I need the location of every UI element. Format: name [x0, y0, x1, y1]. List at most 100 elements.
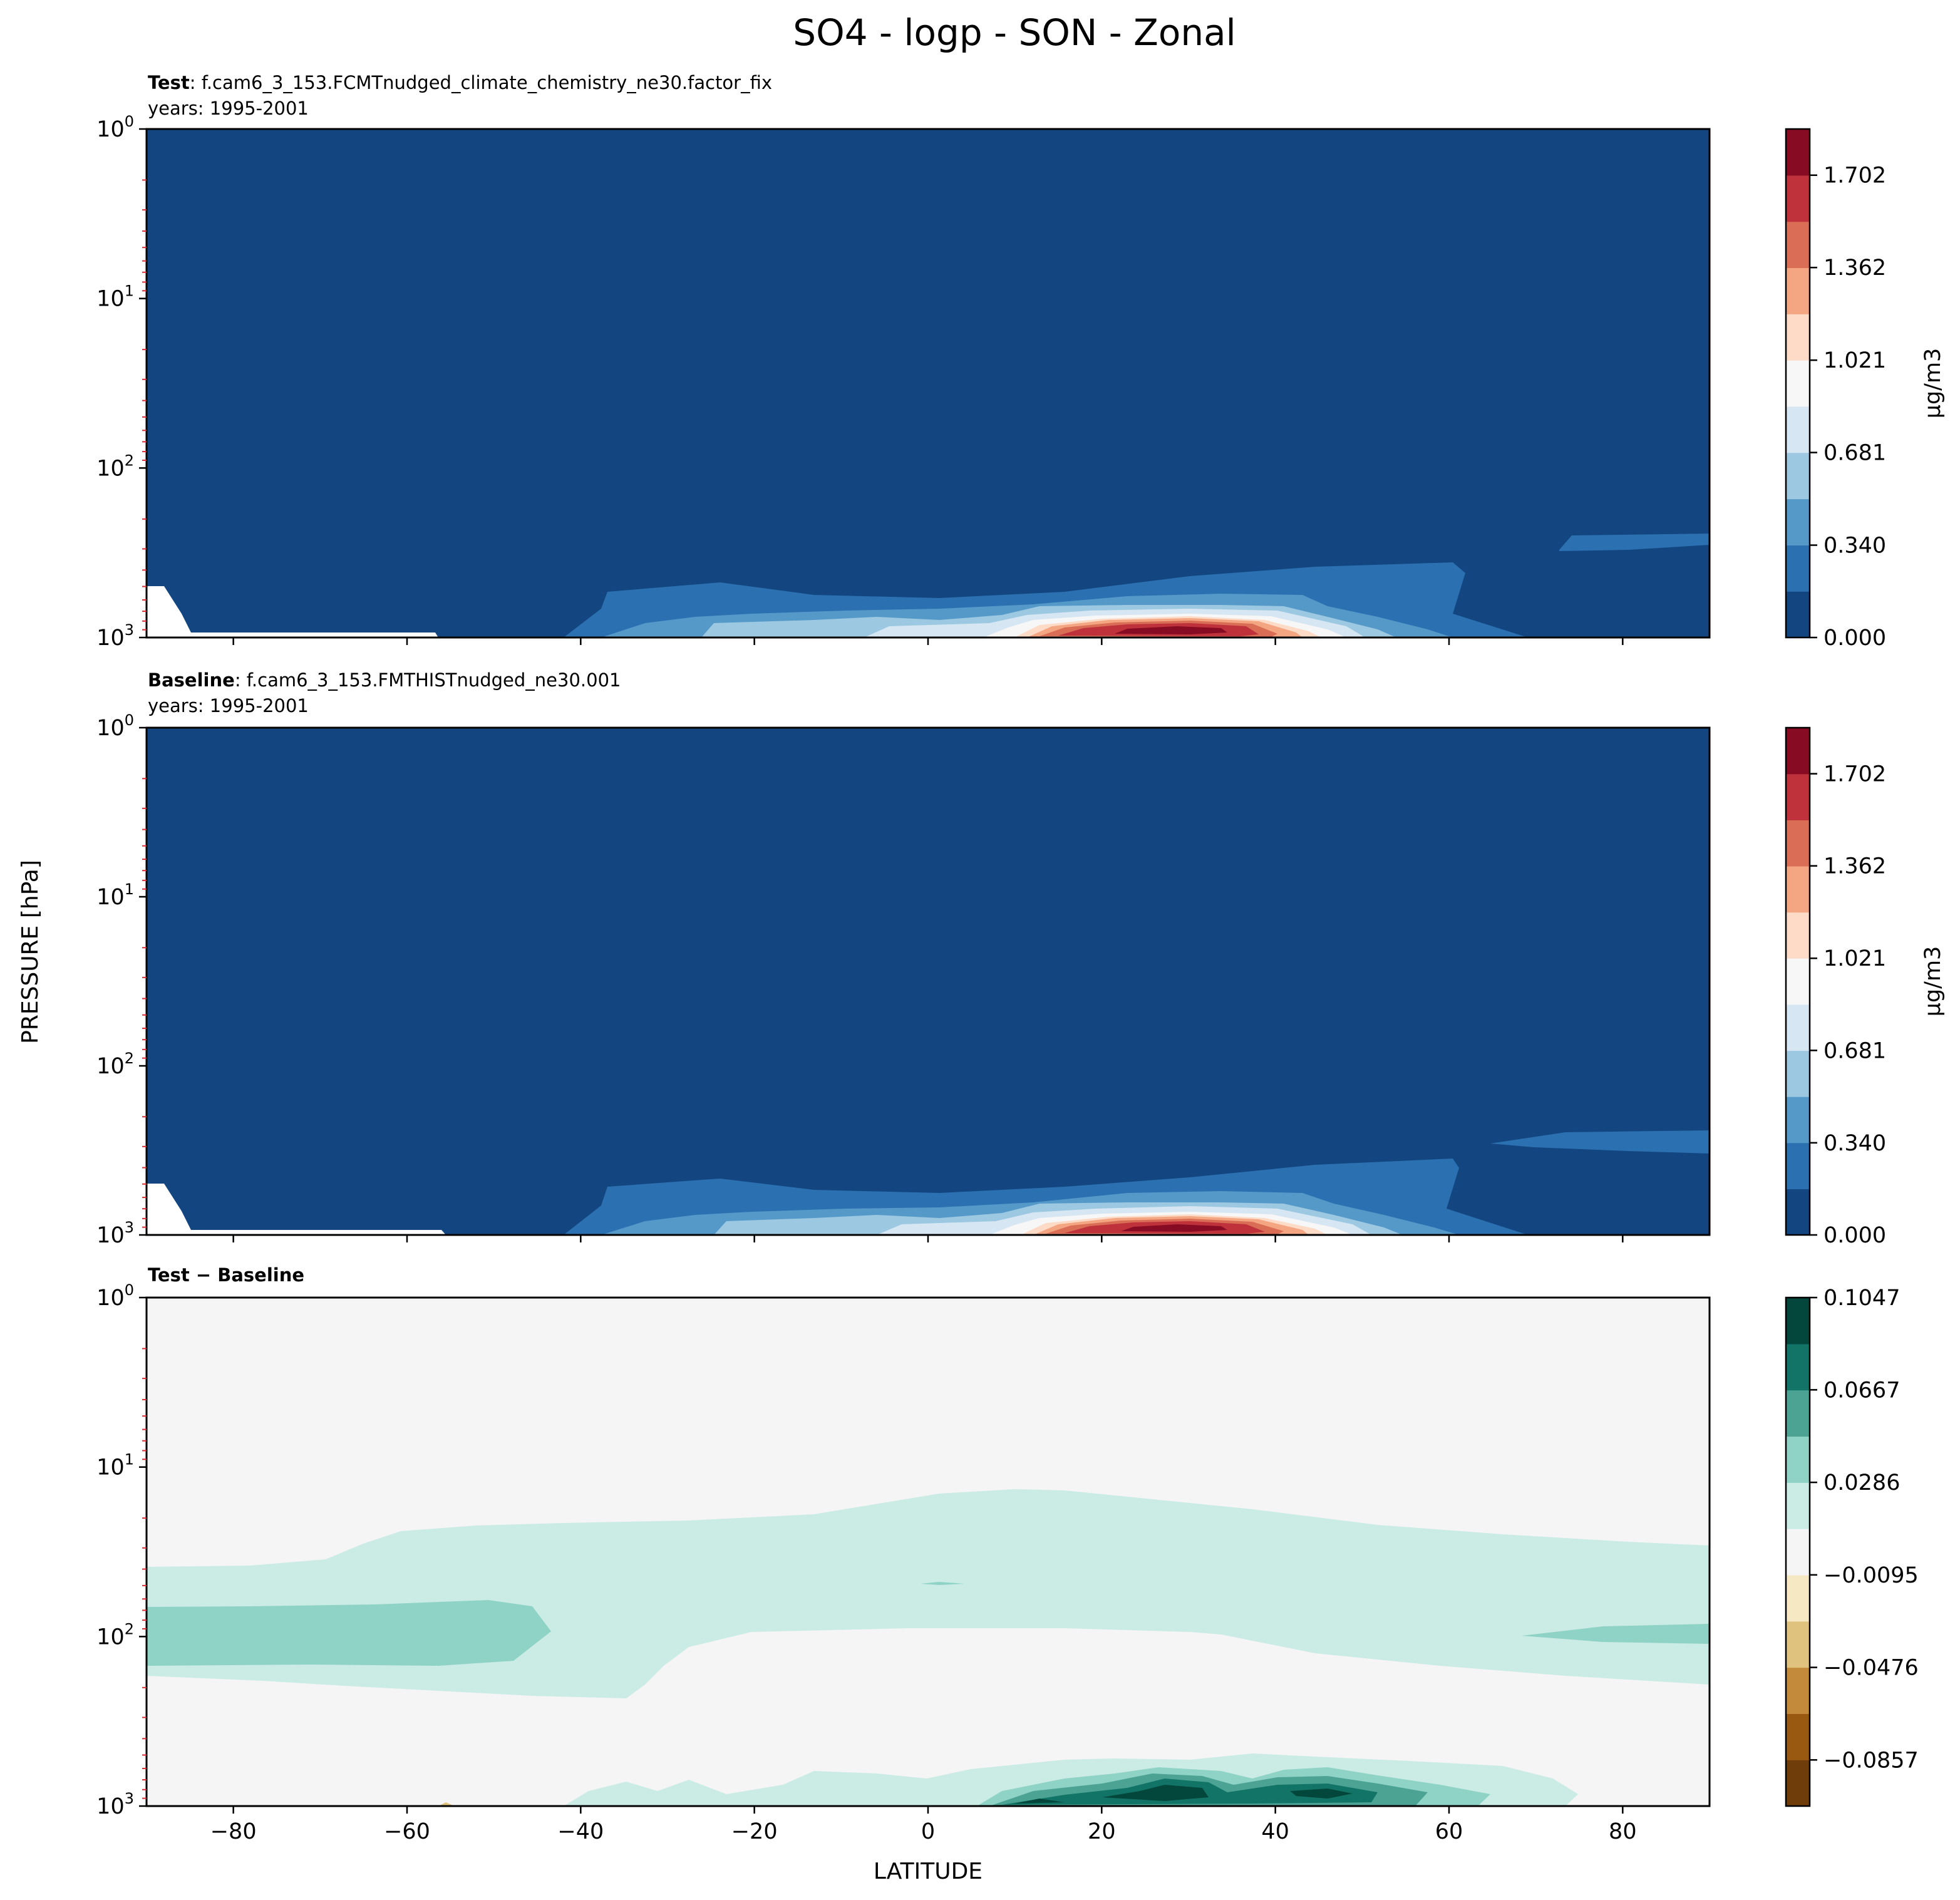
colorbar-segment — [1786, 452, 1810, 500]
colorbar-segment — [1786, 1667, 1810, 1714]
y-tick-label: 103 — [96, 621, 134, 651]
panel-baseline-axes: 100 101 102 103 — [96, 711, 1624, 1248]
contour-fill-level-10 — [1115, 626, 1227, 634]
panel-difference-contours — [147, 1298, 1710, 1806]
contour-fill-arctic — [1559, 534, 1710, 551]
x-tick-label: −60 — [384, 1819, 430, 1844]
colorbar-tick-label: −0.0476 — [1823, 1656, 1919, 1681]
contour-fill-equator-speck — [921, 1582, 964, 1585]
colorbar-segment — [1786, 1298, 1810, 1345]
colorbar-segment — [1786, 591, 1810, 638]
contour-fill-north-max — [1522, 1624, 1710, 1644]
panel-baseline-colorbar: 0.000 0.340 0.681 1.021 1.362 1.702 μg/m3 — [1785, 726, 1946, 1248]
panel-test-colorbar: 0.000 0.340 0.681 1.021 1.362 1.702 μg/m3 — [1785, 128, 1946, 651]
colorbar-segment — [1786, 406, 1810, 453]
panel-test-title-bold: Test — [148, 72, 190, 93]
panel-test-contours — [147, 129, 1710, 638]
colorbar-segment — [1786, 1482, 1810, 1529]
colorbar-segment — [1786, 865, 1810, 913]
colorbar-segment — [1786, 1621, 1810, 1668]
colorbar-segment — [1786, 221, 1810, 269]
y-tick-label: 102 — [96, 452, 134, 481]
y-tick-label: 100 — [96, 1281, 134, 1311]
contour-fill-level-0 — [147, 728, 1710, 1235]
colorbar-segment — [1786, 1574, 1810, 1622]
x-tick-label: 80 — [1609, 1819, 1637, 1844]
colorbar-tick-label: 1.702 — [1823, 163, 1886, 188]
colorbar-segment — [1786, 1142, 1810, 1189]
y-axis-label: PRESSURE [hPa] — [18, 860, 43, 1044]
x-tick-label: −40 — [557, 1819, 604, 1844]
x-tick-label: 40 — [1261, 1819, 1289, 1844]
colorbar-segment — [1786, 912, 1810, 959]
colorbar-tick-label: 0.340 — [1823, 534, 1886, 559]
colorbar-segment — [1786, 1050, 1810, 1097]
y-tick-label: 102 — [96, 1050, 134, 1079]
panel-baseline: Baseline: f.cam6_3_153.FMTHISTnudged_ne3… — [96, 669, 1946, 1248]
colorbar-segment — [1786, 1004, 1810, 1051]
colorbar-tick-label: 0.0667 — [1823, 1378, 1900, 1403]
contour-fill-arctic — [1490, 1130, 1710, 1154]
panel-test: Test: f.cam6_3_153.FCMTnudged_climate_ch… — [96, 72, 1946, 651]
panel-difference-colorbar: −0.0857 −0.0476 −0.0095 0.0286 0.0667 0.1047 — [1785, 1286, 1919, 1807]
colorbar-segment — [1786, 958, 1810, 1005]
panel-test-subtitle: years: 1995-2001 — [148, 98, 309, 119]
y-tick-label: 100 — [96, 113, 134, 142]
y-tick-label: 103 — [96, 1219, 134, 1248]
y-tick-label: 103 — [96, 1790, 134, 1819]
colorbar-tick-label: 1.021 — [1823, 348, 1886, 373]
x-tick-label: −80 — [210, 1819, 257, 1844]
colorbar-tick-label: −0.0095 — [1823, 1563, 1919, 1588]
colorbar-tick-label: 1.021 — [1823, 946, 1886, 971]
contour-fill-surface-level-5 — [1014, 1785, 1353, 1804]
colorbar-frame — [1785, 726, 1811, 1236]
panel-baseline-title-bold: Baseline — [148, 669, 235, 691]
colorbar-segment — [1786, 1529, 1810, 1576]
panel-difference-title: Test − Baseline — [148, 1264, 304, 1286]
contour-fill-band-positive — [147, 1489, 1710, 1698]
colorbar-tick-label: 1.362 — [1823, 854, 1886, 879]
colorbar-label: μg/m3 — [1921, 946, 1946, 1017]
contour-fill-level-10 — [1121, 1224, 1227, 1232]
colorbar-label: μg/m3 — [1921, 348, 1946, 419]
panel-test-title: Test: f.cam6_3_153.FCMTnudged_climate_ch… — [148, 72, 772, 93]
y-tick-label: 101 — [96, 1451, 134, 1480]
colorbar-segment — [1786, 1097, 1810, 1144]
colorbar-segment — [1786, 728, 1810, 775]
colorbar-segment — [1786, 360, 1810, 407]
panel-baseline-subtitle: years: 1995-2001 — [148, 695, 309, 716]
colorbar-segment — [1786, 314, 1810, 361]
x-axis-label: LATITUDE — [874, 1859, 983, 1884]
contour-fill-level-0 — [147, 129, 1710, 638]
colorbar-segment — [1786, 545, 1810, 592]
colorbar-tick-label: 0.0286 — [1823, 1470, 1900, 1495]
x-tick-label: 20 — [1088, 1819, 1116, 1844]
colorbar-frame — [1785, 1296, 1811, 1807]
colorbar-tick-label: 0.000 — [1823, 626, 1886, 651]
figure-title: SO4 - logp - SON - Zonal — [793, 11, 1236, 54]
x-tick-label: 60 — [1435, 1819, 1463, 1844]
colorbar-segment — [1786, 1436, 1810, 1483]
panel-baseline-contours — [147, 728, 1710, 1235]
y-tick-label: 100 — [96, 711, 134, 741]
x-tick-label: 0 — [921, 1819, 935, 1844]
missing-data-mask — [147, 586, 438, 638]
panel-baseline-title-rest: : f.cam6_3_153.FMTHISTnudged_ne30.001 — [235, 669, 621, 691]
colorbar-segment — [1786, 773, 1810, 820]
colorbar-segment — [1786, 1760, 1810, 1807]
colorbar-tick-label: 1.362 — [1823, 256, 1886, 281]
colorbar-tick-label: 0.681 — [1823, 441, 1886, 466]
colorbar-segment — [1786, 1189, 1810, 1236]
contour-fill-south-max — [147, 1600, 551, 1666]
panel-difference: Test − Baseline −80 −60 −40 −20 0 20 40 60 80 100… — [96, 1264, 1919, 1844]
colorbar-tick-label: 0.1047 — [1823, 1286, 1900, 1311]
missing-data-mask — [147, 1184, 446, 1235]
colorbar-tick-label: 0.340 — [1823, 1131, 1886, 1156]
y-tick-label: 101 — [96, 282, 134, 312]
panel-test-title-rest: : f.cam6_3_153.FCMTnudged_climate_chemis… — [190, 72, 772, 93]
colorbar-tick-label: 1.702 — [1823, 762, 1886, 787]
colorbar-segment — [1786, 1713, 1810, 1760]
y-tick-label: 102 — [96, 1620, 134, 1650]
colorbar-segment — [1786, 498, 1810, 545]
